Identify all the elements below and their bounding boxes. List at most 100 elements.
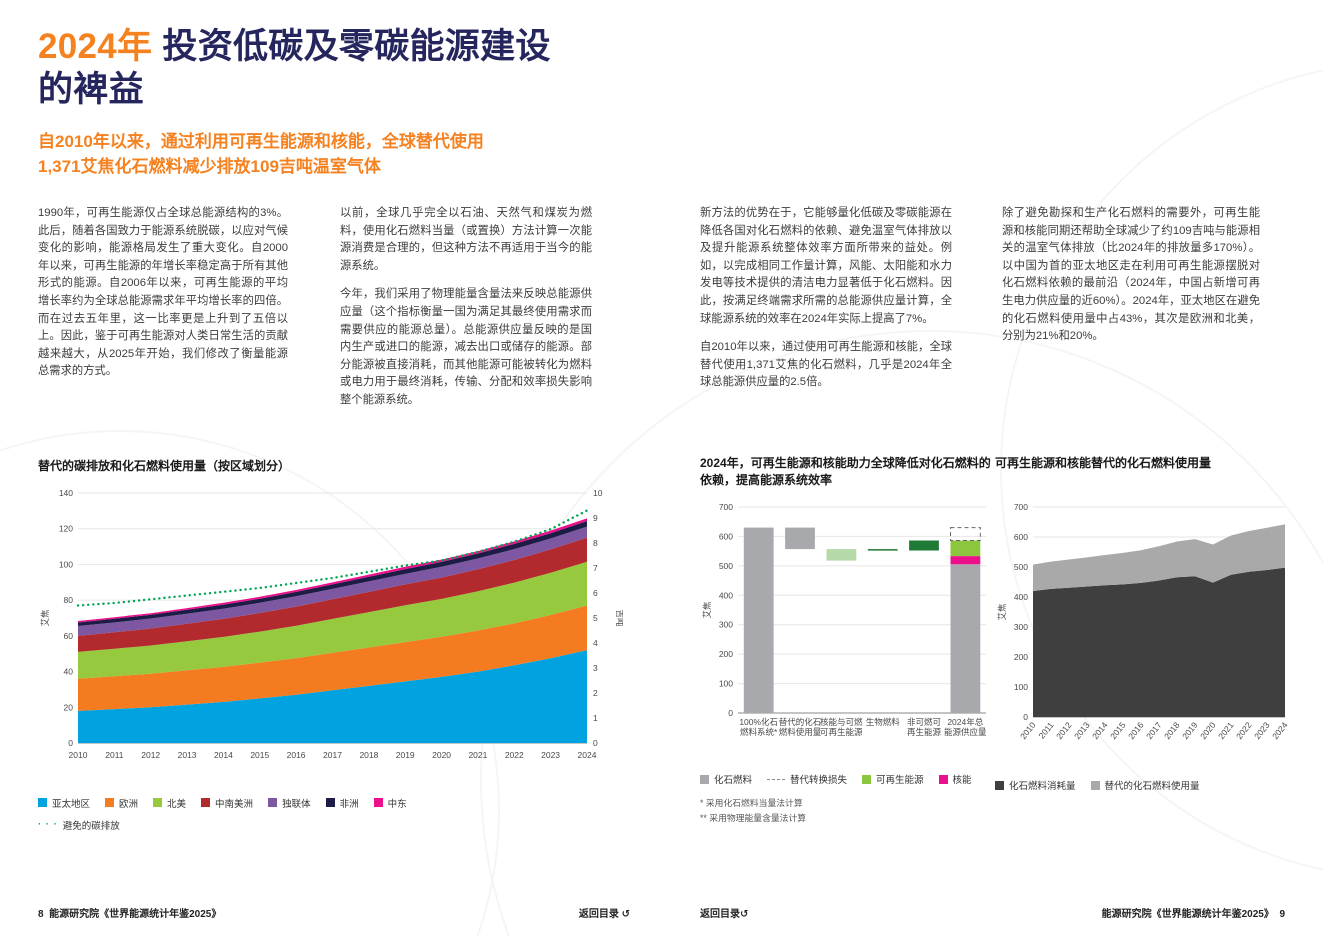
legend-label: 化石燃料 [714,775,753,786]
legend-label: 北美 [167,798,187,810]
subtitle-line1: 自2010年以来，通过利用可再生能源和核能，全球替代使用 [38,132,484,151]
svg-text:2016: 2016 [1126,720,1146,741]
legend-swatch [938,774,948,784]
footer-left: 8 能源研究院《世界能源统计年鉴2025》 [38,905,221,920]
page-subtitle: 自2010年以来，通过利用可再生能源和核能，全球替代使用 1,371艾焦化石燃料… [38,130,598,179]
svg-text:500: 500 [719,561,733,571]
svg-text:2012: 2012 [141,750,160,760]
return-toc-label: 返回目录 [700,909,740,920]
svg-text:140: 140 [59,488,73,498]
legend-item: 独联体 [268,796,311,810]
svg-text:2022: 2022 [505,750,524,760]
regional-chart-legend: 亚太地区 欧洲 北美 中南美洲 独联体 非洲 中东 · · · 避免的碳排放 [38,796,630,838]
legend-swatch [38,798,47,808]
svg-text:2011: 2011 [105,750,124,760]
svg-text:2011: 2011 [1036,720,1055,741]
svg-text:2018: 2018 [1162,720,1182,741]
waterfall-chart-legend: 化石燃料 替代转换损失 可再生能源 核能 [700,772,992,792]
chart-title-displacement: 可再生能源和核能替代的化石燃料使用量 [995,456,1212,470]
svg-text:核能与可燃: 核能与可燃 [820,717,863,727]
svg-text:2015: 2015 [1108,720,1128,741]
svg-text:1: 1 [593,713,598,723]
paragraph: 1990年，可再生能源仅占全球总能源结构的3%。此后，随着各国致力于能源系统脱碳… [38,207,288,378]
svg-text:80: 80 [64,595,74,605]
svg-text:10: 10 [593,488,603,498]
legend-row-break [38,816,630,818]
svg-text:2021: 2021 [1216,720,1236,741]
svg-text:艾焦: 艾焦 [40,609,50,627]
svg-text:0: 0 [728,708,733,718]
svg-text:2015: 2015 [250,750,269,760]
svg-text:2021: 2021 [468,750,487,760]
svg-text:4: 4 [593,638,598,648]
legend-dash-swatch [767,778,786,780]
svg-text:7: 7 [593,563,598,573]
svg-text:2014: 2014 [214,750,233,760]
svg-text:2024: 2024 [1270,720,1290,741]
paragraph: 今年，我们采用了物理能量含量法来反映总能源供应量（这个指标衡量一国为满足其最终使… [340,288,592,407]
svg-text:60: 60 [64,631,74,641]
legend-item: 可再生能源 [862,772,924,786]
svg-text:2016: 2016 [287,750,306,760]
svg-text:2012: 2012 [1054,720,1074,741]
svg-text:燃料使用量: 燃料使用量 [779,727,822,737]
svg-text:700: 700 [719,502,733,512]
return-toc-button-right[interactable]: 返回目录↺ [700,905,748,920]
legend-swatch [862,774,872,784]
svg-text:2018: 2018 [359,750,378,760]
legend-item: 亚太地区 [38,796,90,810]
svg-text:2017: 2017 [1144,720,1164,741]
body-column-2: 以前，全球几乎完全以石油、天然气和煤炭为燃料，使用化石燃料当量（或置换）方法计算… [340,205,592,421]
svg-text:0: 0 [68,738,73,748]
legend-label: 化石燃料消耗量 [1009,781,1076,792]
page-number-left: 8 [38,909,44,920]
svg-text:300: 300 [719,620,733,630]
footer-right: 能源研究院《世界能源统计年鉴2025》 9 [1102,905,1285,920]
subtitle-line2: 1,371艾焦化石燃料减少排放109吉吨温室气体 [38,156,381,176]
svg-text:2014: 2014 [1090,720,1110,741]
svg-text:再生能源: 再生能源 [907,727,942,737]
body-column-4: 除了避免勘探和生产化石燃料的需要外，可再生能源和核能同期还帮助全球减少了约109… [1002,205,1260,357]
svg-text:吉吨: 吉吨 [615,609,623,627]
legend-swatch [700,774,709,784]
legend-item: 化石燃料消耗量 [995,778,1076,792]
legend-label: 替代转换损失 [790,775,848,786]
svg-text:400: 400 [719,590,733,600]
svg-text:2024: 2024 [578,750,597,760]
legend-item: 化石燃料 [700,772,752,786]
svg-text:2019: 2019 [1180,720,1200,741]
page-title: 2024年 投资低碳及零碳能源建设 的裨益 [38,26,618,111]
svg-text:8: 8 [593,538,598,548]
body-column-3: 新方法的优势在于，它能够量化低碳及零碳能源在降低各国对化石燃料的依赖、避免温室气… [700,205,952,403]
body-column-1: 1990年，可再生能源仅占全球总能源结构的3%。此后，随着各国致力于能源系统脱碳… [38,205,288,392]
paragraph: 以前，全球几乎完全以石油、天然气和煤炭为燃料，使用化石燃料当量（或置换）方法计算… [340,207,592,272]
legend-swatch [201,798,211,808]
chart-footnote-1: * 采用化石燃料当量法计算 [700,798,803,808]
return-toc-button-left[interactable]: 返回目录 ↺ [495,905,630,920]
legend-label: 中南美洲 [215,798,254,810]
paragraph: 除了避免勘探和生产化石燃料的需要外，可再生能源和核能同期还帮助全球减少了约109… [1002,207,1260,343]
title-year: 2024年 [38,27,153,66]
svg-text:3: 3 [593,663,598,673]
svg-text:能源供应量: 能源供应量 [944,727,987,737]
legend-swatch [373,798,383,808]
svg-text:6: 6 [593,588,598,598]
legend-item: 北美 [153,796,186,810]
svg-text:200: 200 [719,649,733,659]
svg-text:0: 0 [593,738,598,748]
energy-efficiency-waterfall-chart: 0 100 200 300 400 500 600 700 100%化石 燃料系统* 替代的化石 燃料… [700,499,992,768]
svg-text:300: 300 [1014,622,1028,632]
svg-text:2017: 2017 [323,750,342,760]
legend-item: 非洲 [325,796,359,810]
svg-text:700: 700 [1014,502,1028,512]
svg-text:替代的化石: 替代的化石 [779,717,822,727]
chart-title-regional: 替代的碳排放和化石燃料使用量（按区域划分） [38,459,291,473]
svg-text:600: 600 [719,531,733,541]
paragraph: 新方法的优势在于，它能够量化低碳及零碳能源在降低各国对化石燃料的依赖、避免温室气… [700,207,952,325]
svg-text:100: 100 [1014,682,1028,692]
svg-text:2013: 2013 [178,750,197,760]
legend-label: 亚太地区 [52,798,91,810]
legend-label: 替代的化石燃料使用量 [1104,781,1200,792]
svg-text:2022: 2022 [1234,720,1254,741]
